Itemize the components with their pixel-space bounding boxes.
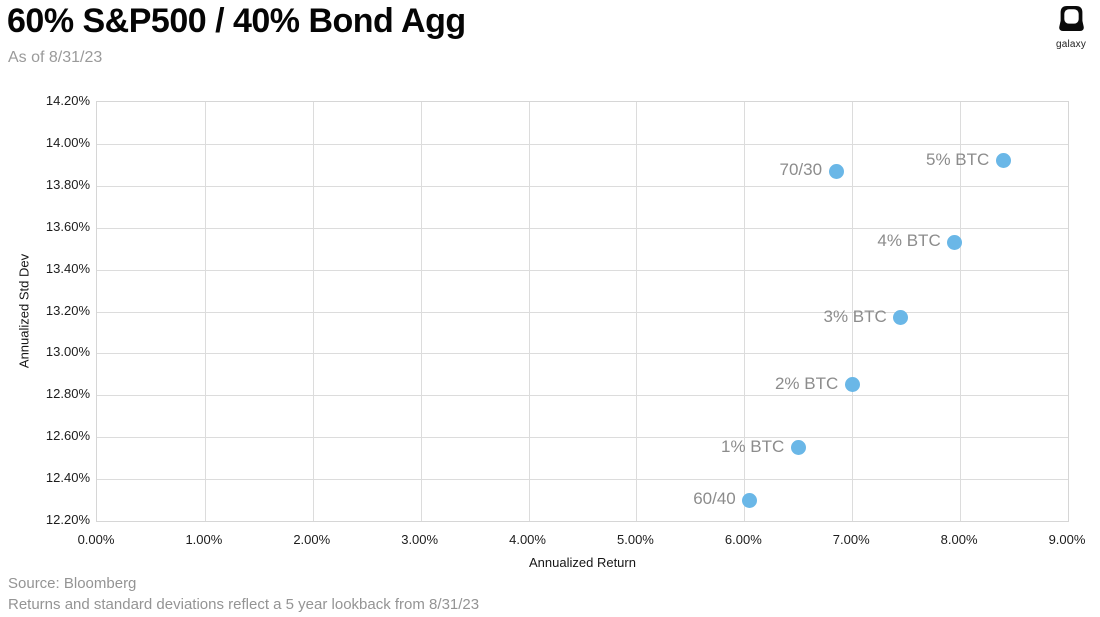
plot-area: 60/40 1% BTC 2% BTC 3% BTC 4% BTC 70/30 5% BTC (96, 101, 1069, 522)
data-point (790, 440, 806, 456)
horizontal-gridline (97, 185, 1068, 187)
y-tick-label: 14.00% (45, 134, 90, 150)
lookback-note: Returns and standard deviations reflect … (8, 596, 480, 613)
galaxy-logo: galaxy (1051, 4, 1091, 50)
data-point (893, 310, 909, 326)
x-tick-label: 1.00% (185, 532, 223, 547)
horizontal-gridline (97, 437, 1068, 439)
x-tick-label: 8.00% (940, 532, 978, 547)
y-tick-label: 13.20% (45, 302, 90, 318)
y-axis-ticks: 12.20% 12.40% 12.60% 12.80% 13.00% 13.20% 13.4… (0, 93, 90, 527)
horizontal-gridline (97, 311, 1068, 313)
data-point (828, 163, 844, 179)
horizontal-gridline (97, 269, 1068, 271)
x-tick-label: 4.00% (509, 532, 546, 547)
data-point (947, 234, 963, 250)
x-tick-label: 7.00% (832, 532, 870, 547)
y-tick-label: 12.80% (45, 386, 90, 402)
x-tick-label: 5.00% (617, 532, 654, 547)
data-point-label: 2% BTC (774, 373, 839, 393)
x-tick-label: 3.00% (401, 532, 439, 547)
y-tick-label: 12.40% (45, 470, 90, 486)
data-point-label: 3% BTC (823, 306, 887, 326)
as-of-date: As of 8/31/23 (8, 49, 103, 66)
data-point-label: 70/30 (779, 160, 823, 180)
x-tick-label: 6.00% (724, 532, 762, 547)
y-tick-label: 13.80% (45, 176, 90, 192)
y-tick-label: 14.20% (45, 93, 90, 108)
galaxy-wordmark: galaxy (1055, 39, 1087, 50)
data-point (844, 377, 860, 393)
x-axis-title: Annualized Return (529, 555, 636, 570)
data-point-label: 4% BTC (877, 231, 941, 251)
horizontal-gridline (97, 395, 1068, 397)
source-note: Source: Bloomberg (8, 575, 137, 592)
page-title: 60% S&P500 / 40% Bond Agg (7, 2, 466, 40)
horizontal-gridline (97, 353, 1068, 355)
x-axis-ticks: 0.00% 1.00% 2.00% 3.00% 4.00% 5.00% 6.00% 7.00%… (78, 532, 1086, 550)
data-point (995, 153, 1011, 169)
horizontal-gridline (97, 143, 1068, 145)
horizontal-gridline (97, 479, 1068, 481)
x-tick-label: 2.00% (293, 532, 331, 547)
data-point (742, 492, 758, 508)
x-tick-label: 0.00% (77, 532, 115, 547)
data-point-label: 5% BTC (925, 149, 990, 169)
y-tick-label: 13.00% (45, 344, 90, 360)
galaxy-helmet-icon (1058, 4, 1084, 38)
y-tick-label: 13.60% (45, 218, 90, 234)
y-tick-label: 12.60% (45, 428, 90, 444)
y-tick-label: 13.40% (45, 260, 90, 276)
data-point-label: 60/40 (693, 489, 736, 509)
x-tick-label: 9.00% (1048, 532, 1086, 547)
data-point-label: 1% BTC (720, 436, 785, 456)
horizontal-gridline (97, 227, 1068, 229)
y-tick-label: 12.20% (45, 512, 90, 527)
